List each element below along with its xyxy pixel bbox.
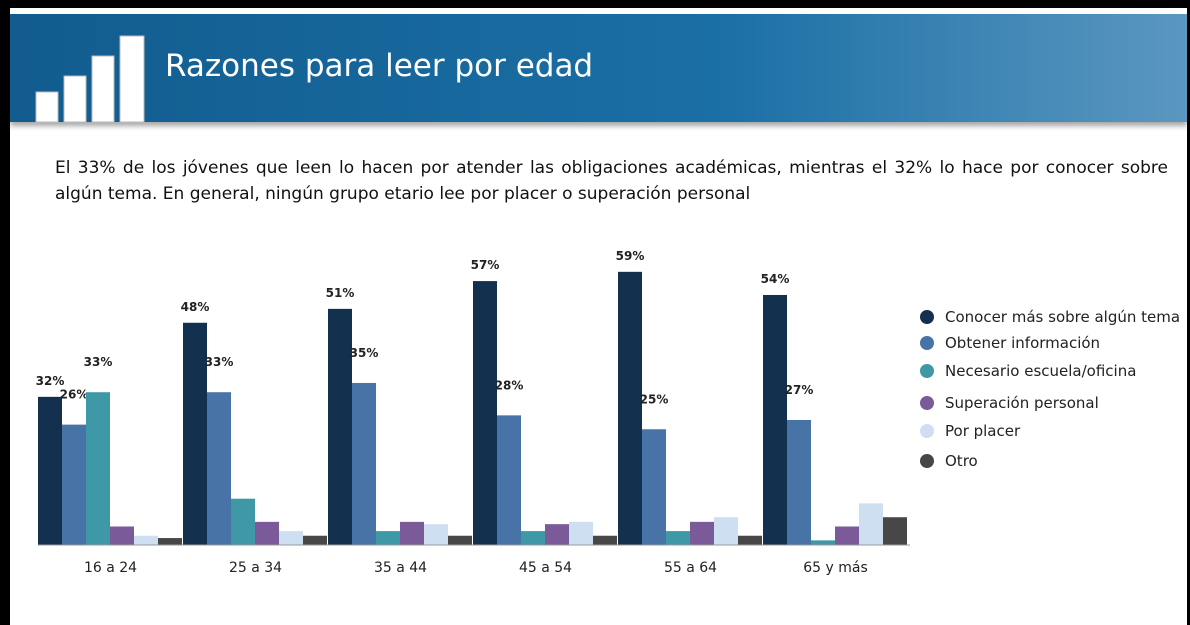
bar — [424, 524, 448, 545]
bar — [255, 521, 279, 545]
bar — [183, 322, 207, 545]
data-label: 48% — [181, 300, 210, 314]
logo-icon — [35, 35, 145, 123]
bar — [62, 424, 86, 545]
legend-label: Necesario escuela/oficina — [945, 362, 1136, 380]
data-label: 33% — [205, 355, 234, 369]
bar — [787, 419, 811, 545]
bar — [231, 498, 255, 545]
data-label: 33% — [84, 355, 113, 369]
bar — [328, 308, 352, 545]
data-label: 25% — [640, 392, 669, 406]
bar — [714, 517, 738, 545]
bar — [279, 531, 303, 545]
data-label: 35% — [350, 346, 379, 360]
legend-label: Por placer — [945, 422, 1021, 440]
x-tick-label: 45 a 54 — [519, 560, 572, 576]
data-label: 28% — [495, 378, 524, 392]
bar — [521, 531, 545, 545]
bar — [690, 521, 714, 545]
legend-label: Otro — [945, 452, 978, 470]
legend-marker — [920, 396, 934, 410]
bar — [303, 535, 327, 545]
bar — [545, 524, 569, 545]
bar — [158, 538, 182, 545]
bar — [207, 392, 231, 545]
bar — [666, 531, 690, 545]
bar — [497, 415, 521, 545]
bar — [38, 396, 62, 545]
legend-marker — [920, 454, 934, 468]
bar — [569, 521, 593, 545]
bar — [134, 535, 158, 545]
legend-marker — [920, 310, 934, 324]
legend-label: Superación personal — [945, 394, 1099, 412]
legend-marker — [920, 424, 934, 438]
chart-subtitle: El 33% de los jóvenes que leen lo hacen … — [55, 158, 1168, 204]
bar — [883, 517, 907, 545]
bar — [86, 392, 110, 545]
legend-label: Obtener información — [945, 334, 1100, 352]
legend-marker — [920, 336, 934, 350]
data-label: 57% — [471, 258, 500, 272]
legend-marker — [920, 364, 934, 378]
x-tick-label: 16 a 24 — [84, 560, 137, 576]
x-tick-label: 25 a 34 — [229, 560, 282, 576]
bar — [473, 281, 497, 545]
bar — [618, 271, 642, 545]
bar — [859, 503, 883, 545]
bar — [763, 294, 787, 545]
x-tick-label: 65 y más — [803, 560, 868, 576]
header-band — [10, 14, 1187, 122]
bar — [593, 535, 617, 545]
bar — [738, 535, 762, 545]
bar — [376, 531, 400, 545]
bar — [400, 521, 424, 545]
bar — [110, 526, 134, 545]
data-label: 32% — [36, 374, 65, 388]
bar — [352, 382, 376, 545]
x-tick-label: 55 a 64 — [664, 560, 717, 576]
bar — [448, 535, 472, 545]
data-label: 54% — [761, 272, 790, 286]
chart-title: Razones para leer por edad — [165, 48, 594, 84]
x-tick-label: 35 a 44 — [374, 560, 427, 576]
data-label: 27% — [785, 383, 814, 397]
legend-label: Conocer más sobre algún tema — [945, 308, 1180, 326]
bar — [642, 429, 666, 545]
bar — [811, 540, 835, 545]
data-label: 51% — [326, 286, 355, 300]
bar — [835, 526, 859, 545]
data-label: 26% — [60, 388, 89, 402]
data-label: 59% — [616, 249, 645, 263]
